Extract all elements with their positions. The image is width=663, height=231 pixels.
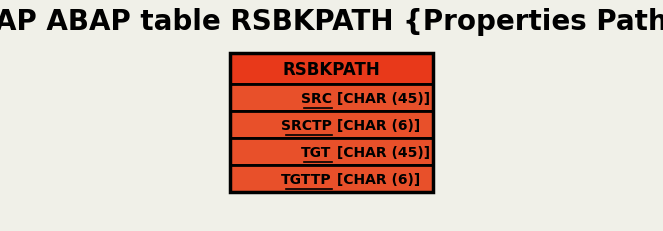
FancyBboxPatch shape [230,85,433,112]
FancyBboxPatch shape [230,165,433,192]
Text: [CHAR (6)]: [CHAR (6)] [332,118,420,132]
FancyBboxPatch shape [230,112,433,139]
Text: [CHAR (6)]: [CHAR (6)] [332,172,420,186]
Text: SRCTP: SRCTP [280,118,332,132]
Text: [CHAR (45)]: [CHAR (45)] [332,145,430,159]
Text: [CHAR (45)]: [CHAR (45)] [332,91,430,105]
FancyBboxPatch shape [230,139,433,165]
Text: RSBKPATH: RSBKPATH [282,60,381,78]
Text: SRC: SRC [300,91,332,105]
FancyBboxPatch shape [230,54,433,85]
Text: SAP ABAP table RSBKPATH {Properties Path}: SAP ABAP table RSBKPATH {Properties Path… [0,8,663,36]
Text: TGTTP: TGTTP [281,172,332,186]
Text: TGT: TGT [301,145,332,159]
